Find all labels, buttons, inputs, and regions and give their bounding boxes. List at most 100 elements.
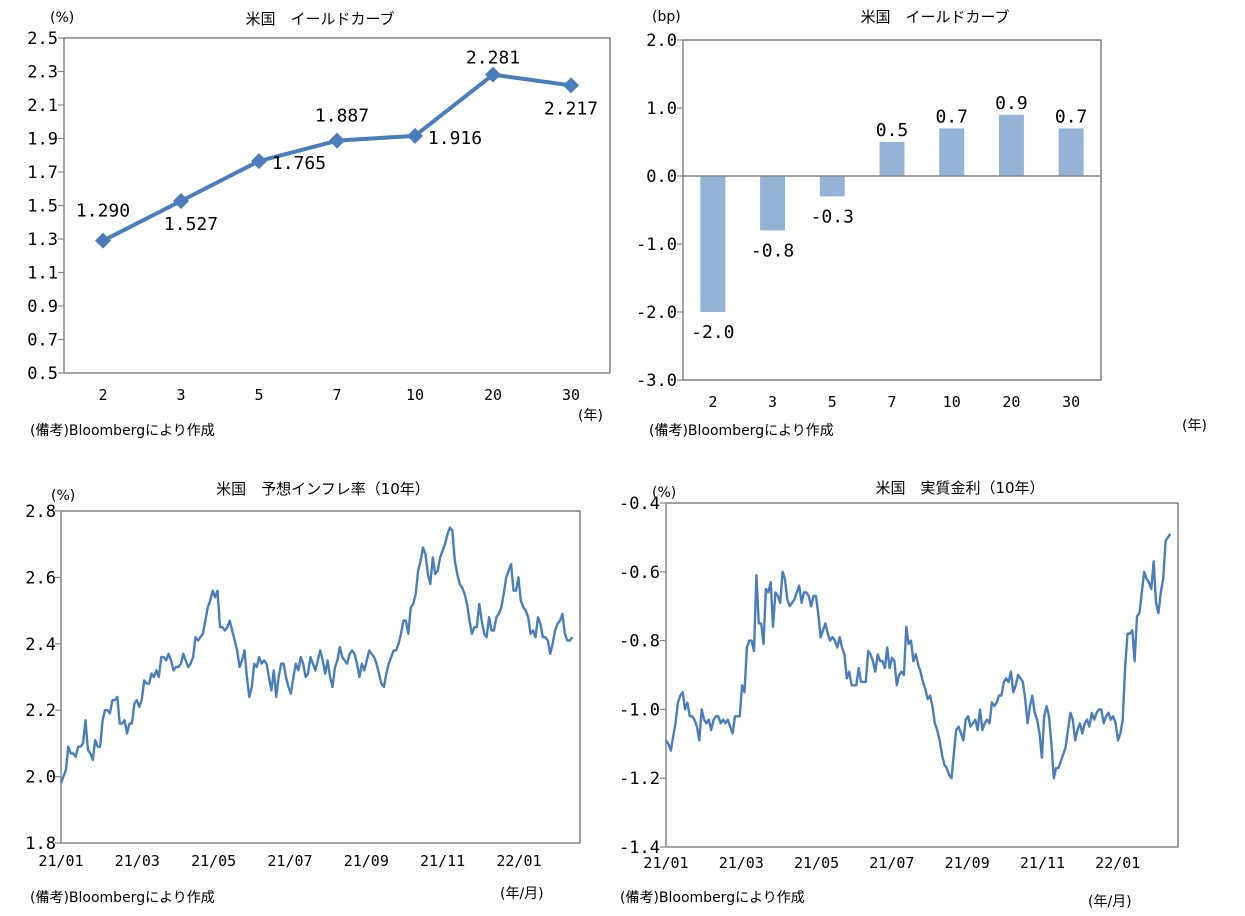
- source-note: (備考)Bloombergにより作成: [649, 423, 834, 439]
- bar: [998, 114, 1024, 176]
- y-tick-label: 2.5: [27, 29, 58, 49]
- data-label: 1.916: [428, 128, 482, 149]
- data-label: 0.5: [876, 120, 909, 141]
- plot-frame: [682, 39, 1102, 381]
- x-tick-label: 7: [332, 386, 341, 404]
- x-axis-unit: (年/月): [1088, 894, 1132, 910]
- bar: [879, 142, 905, 176]
- y-tick-label: -0.8: [619, 632, 660, 652]
- data-label: 1.290: [76, 201, 130, 222]
- real-rate-chart: 米国 実質金利（10年） (%) -0.4 -0.6 -0.8 -1.0 -1.2 -1.…: [619, 479, 1179, 910]
- x-tick-label: 10: [406, 386, 424, 404]
- y-axis-unit: (%): [50, 10, 74, 26]
- x-tick-label: 3: [176, 386, 185, 404]
- y-tick-label: 1.9: [27, 130, 58, 150]
- data-label: 0.7: [1055, 106, 1088, 127]
- y-tick-label: -2.0: [636, 303, 677, 323]
- data-point-marker: [251, 153, 267, 170]
- chart-title: 米国 実質金利（10年）: [875, 479, 1044, 497]
- data-label: -0.3: [811, 206, 854, 227]
- x-axis-unit: (年/月): [500, 886, 544, 902]
- y-tick-label: -0.4: [619, 494, 660, 514]
- x-tick-label: 21/09: [344, 852, 389, 870]
- y-tick-label: 1.0: [646, 99, 677, 119]
- y-tick-label: 1.7: [27, 163, 58, 183]
- y-tick-label: 0.5: [27, 364, 58, 384]
- data-point-marker: [563, 77, 579, 94]
- yield-change-chart: 米国 イールドカーブ (bp) 2.0 1.0 0.0 -1.0 -2.0 -3.0 2 3…: [636, 8, 1207, 439]
- y-tick-label: 0.0: [646, 167, 677, 187]
- y-axis-unit: (%): [652, 485, 676, 501]
- data-point-marker: [95, 232, 111, 249]
- x-tick-label: 5: [828, 393, 837, 411]
- x-axis-unit: (年): [1182, 418, 1207, 434]
- x-tick-label: 21/03: [115, 852, 160, 870]
- x-tick-label: 21/07: [267, 852, 312, 870]
- y-tick-label: 2.1: [27, 96, 58, 116]
- x-tick-label: 20: [484, 386, 502, 404]
- chart-title: 米国 イールドカーブ: [860, 8, 1009, 26]
- series-line: [665, 533, 1172, 780]
- y-axis-unit: (bp): [652, 9, 681, 25]
- plot-frame: [60, 510, 581, 844]
- x-tick-label: 21/01: [643, 854, 688, 872]
- x-tick-label: 21/11: [420, 852, 465, 870]
- bar: [760, 176, 786, 231]
- y-tick-label: 2.8: [25, 502, 56, 522]
- y-tick-label: 2.2: [25, 701, 56, 721]
- source-note: (備考)Bloombergにより作成: [620, 890, 805, 906]
- data-point-marker: [485, 66, 501, 83]
- data-label: -0.8: [751, 240, 794, 261]
- x-tick-label: 22/01: [496, 852, 541, 870]
- data-label: 0.9: [995, 93, 1028, 114]
- x-tick-label: 7: [887, 393, 896, 411]
- y-tick-label: 1.3: [27, 230, 58, 250]
- series-line: [59, 526, 574, 784]
- y-tick-label: 2.0: [646, 31, 677, 51]
- x-tick-label: 2: [98, 386, 107, 404]
- bar: [1058, 128, 1084, 176]
- data-label: 2.217: [544, 98, 598, 119]
- y-tick-label: 2.4: [25, 635, 56, 655]
- y-tick-label: -1.4: [619, 838, 660, 858]
- y-tick-label: 1.8: [25, 834, 56, 854]
- y-tick-label: -1.0: [636, 235, 677, 255]
- x-tick-label: 22/01: [1095, 854, 1140, 872]
- y-tick-label: 2.0: [25, 768, 56, 788]
- data-label: 0.7: [935, 106, 968, 127]
- source-note: (備考)Bloombergにより作成: [30, 423, 215, 439]
- data-label: 2.281: [466, 48, 520, 69]
- y-tick-label: 0.9: [27, 297, 58, 317]
- x-tick-label: 21/11: [1020, 854, 1065, 872]
- x-tick-label: 21/07: [869, 854, 914, 872]
- y-tick-label: 1.5: [27, 197, 58, 217]
- source-note: (備考)Bloombergにより作成: [30, 890, 215, 906]
- y-tick-label: 2.6: [25, 568, 56, 588]
- x-axis-unit: (年): [578, 408, 603, 424]
- bar: [700, 176, 726, 312]
- y-tick-label: 2.3: [27, 63, 58, 83]
- x-tick-label: 21/01: [38, 852, 83, 870]
- data-point-marker: [407, 127, 423, 144]
- data-label: 1.765: [272, 153, 326, 174]
- bar: [939, 128, 965, 176]
- data-point-marker: [329, 132, 345, 149]
- data-label: -2.0: [691, 322, 734, 343]
- y-tick-label: 1.1: [27, 264, 58, 284]
- data-label: 1.527: [164, 214, 218, 235]
- y-tick-label: -0.6: [619, 563, 660, 583]
- data-label: 1.887: [315, 106, 369, 127]
- x-tick-label: 2: [708, 393, 717, 411]
- x-tick-label: 21/05: [191, 852, 236, 870]
- chart-title: 米国 イールドカーブ: [245, 10, 394, 28]
- x-tick-label: 5: [254, 386, 263, 404]
- x-tick-label: 3: [768, 393, 777, 411]
- x-tick-label: 30: [562, 386, 580, 404]
- x-tick-label: 20: [1002, 393, 1020, 411]
- x-tick-label: 10: [943, 393, 961, 411]
- x-tick-label: 21/03: [719, 854, 764, 872]
- x-tick-label: 21/05: [794, 854, 839, 872]
- yield-curve-chart: 米国 イールドカーブ (%) 2.5 2.3 2.1 1.9 1.7 1.5 1.3 1.1 0…: [27, 10, 611, 439]
- y-axis-unit: (%): [51, 488, 75, 504]
